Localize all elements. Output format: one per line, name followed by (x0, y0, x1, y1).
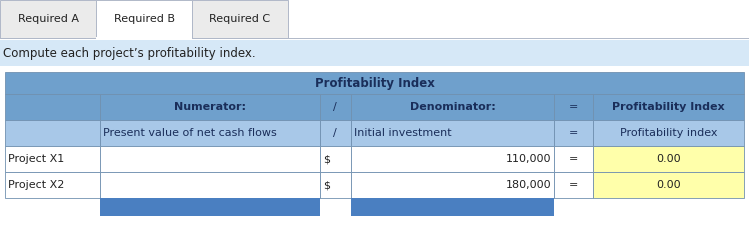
Text: 0.00: 0.00 (656, 180, 681, 190)
Bar (351, 120, 554, 146)
Bar (100, 198, 320, 216)
Bar (192, 0, 288, 38)
Bar (0, 0, 96, 38)
Text: 180,000: 180,000 (506, 180, 551, 190)
Text: Required A: Required A (17, 14, 79, 24)
Text: Compute each project’s profitability index.: Compute each project’s profitability ind… (3, 46, 255, 60)
Bar (5, 172, 100, 198)
Bar (554, 172, 592, 198)
Text: $: $ (323, 180, 330, 190)
Text: Profitability Index: Profitability Index (315, 77, 434, 90)
Text: Project X2: Project X2 (8, 180, 64, 190)
Text: =: = (568, 102, 578, 112)
Text: /: / (333, 102, 337, 112)
Text: Required B: Required B (114, 14, 175, 24)
Text: Numerator:: Numerator: (174, 102, 246, 112)
Bar (351, 146, 554, 172)
Text: =: = (568, 128, 578, 138)
Bar (96, 0, 192, 38)
Text: Initial investment: Initial investment (354, 128, 452, 138)
Bar (100, 172, 320, 198)
Bar (5, 120, 100, 146)
Text: /: / (333, 128, 337, 138)
Text: =: = (568, 180, 578, 190)
Text: 0.00: 0.00 (656, 154, 681, 164)
Bar (592, 120, 744, 146)
Text: Required C: Required C (210, 14, 270, 24)
Bar (0, 40, 749, 66)
Bar (554, 94, 592, 120)
Text: 110,000: 110,000 (506, 154, 551, 164)
Bar (100, 146, 320, 172)
Bar (5, 72, 744, 94)
Bar (320, 120, 351, 146)
Bar (320, 94, 351, 120)
Text: Profitability Index: Profitability Index (612, 102, 724, 112)
Bar (5, 146, 100, 172)
Bar (96, 37, 192, 39)
Bar (351, 94, 554, 120)
Bar (351, 198, 554, 216)
Bar (100, 94, 320, 120)
Bar (320, 146, 351, 172)
Text: Profitability index: Profitability index (619, 128, 717, 138)
Bar (554, 146, 592, 172)
Bar (100, 120, 320, 146)
Text: =: = (568, 154, 578, 164)
Bar (351, 172, 554, 198)
Text: Project X1: Project X1 (8, 154, 64, 164)
Bar (592, 146, 744, 172)
Bar (320, 172, 351, 198)
Text: $: $ (323, 154, 330, 164)
Bar (592, 172, 744, 198)
Text: Denominator:: Denominator: (410, 102, 495, 112)
Bar (5, 94, 100, 120)
Bar (554, 120, 592, 146)
Text: Present value of net cash flows: Present value of net cash flows (103, 128, 276, 138)
Bar (592, 94, 744, 120)
